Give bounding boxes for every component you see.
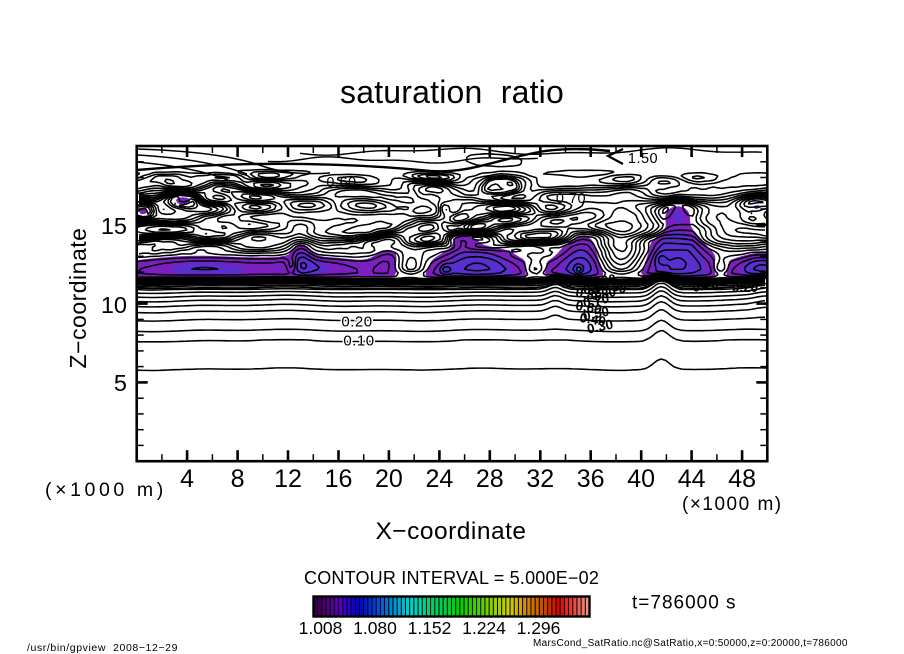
svg-text:MarsCond_SatRatio.nc@SatRatio,: MarsCond_SatRatio.nc@SatRatio,x=0:50000,…	[533, 638, 848, 649]
svg-text:12: 12	[274, 465, 302, 493]
svg-text:0.80: 0.80	[589, 284, 617, 303]
svg-text:15: 15	[101, 213, 127, 239]
svg-text:1.296: 1.296	[517, 618, 561, 638]
svg-text:48: 48	[728, 465, 756, 493]
svg-text:1.080: 1.080	[353, 618, 397, 638]
svg-text:44: 44	[678, 465, 706, 493]
svg-text:16: 16	[325, 465, 353, 493]
svg-text:0.90: 0.90	[582, 278, 611, 298]
svg-text:0.30: 0.30	[586, 317, 615, 337]
svg-text:1.152: 1.152	[408, 618, 452, 638]
svg-text:0.20: 0.20	[732, 280, 758, 295]
svg-text:28: 28	[476, 465, 504, 493]
svg-text:36: 36	[577, 465, 605, 493]
svg-text:saturation ratio: saturation ratio	[340, 74, 564, 110]
svg-text:20: 20	[375, 465, 403, 493]
svg-text:1.224: 1.224	[462, 618, 506, 638]
svg-text:0.40: 0.40	[579, 310, 607, 329]
svg-text:0.70: 0.70	[556, 191, 586, 207]
svg-text:8: 8	[231, 465, 245, 493]
svg-text:32: 32	[526, 465, 554, 493]
svg-text:(×1000 m): (×1000 m)	[682, 494, 783, 515]
svg-text:0.70: 0.70	[582, 291, 611, 311]
svg-text:0.60: 0.60	[575, 298, 603, 317]
svg-text:Z−coordinate: Z−coordinate	[65, 228, 91, 369]
svg-text:4: 4	[180, 465, 194, 493]
svg-text:0.20: 0.20	[691, 276, 719, 295]
svg-text:CONTOUR INTERVAL = 5.000E−02: CONTOUR INTERVAL = 5.000E−02	[304, 568, 599, 588]
svg-text:0.90: 0.90	[600, 277, 628, 297]
svg-text:0.60: 0.60	[326, 175, 356, 191]
svg-text:0.80: 0.80	[575, 285, 603, 304]
svg-text:X−coordinate: X−coordinate	[375, 518, 526, 545]
svg-text:/usr/bin/gpview 2008−12−29: /usr/bin/gpview 2008−12−29	[27, 642, 178, 654]
svg-text:1.008: 1.008	[299, 618, 343, 638]
svg-text:10: 10	[101, 292, 127, 318]
svg-text:1.50: 1.50	[628, 151, 658, 167]
svg-text:5: 5	[114, 370, 127, 396]
svg-text:0.50: 0.50	[582, 304, 611, 324]
svg-text:1.00: 1.00	[575, 272, 603, 291]
svg-text:24: 24	[425, 465, 453, 493]
svg-text:40: 40	[627, 465, 655, 493]
svg-text:1.00: 1.00	[589, 271, 617, 290]
svg-text:t=786000 s: t=786000 s	[632, 593, 737, 614]
svg-text:0.10: 0.10	[343, 333, 374, 350]
svg-text:0.20: 0.20	[341, 314, 372, 331]
svg-text:(×1000 m): (×1000 m)	[45, 479, 167, 501]
